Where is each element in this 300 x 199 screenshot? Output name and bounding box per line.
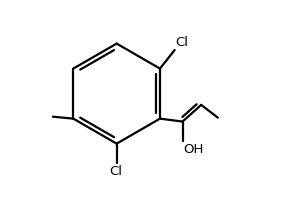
Text: Cl: Cl — [109, 165, 122, 178]
Text: Cl: Cl — [175, 36, 188, 49]
Text: OH: OH — [184, 143, 204, 156]
